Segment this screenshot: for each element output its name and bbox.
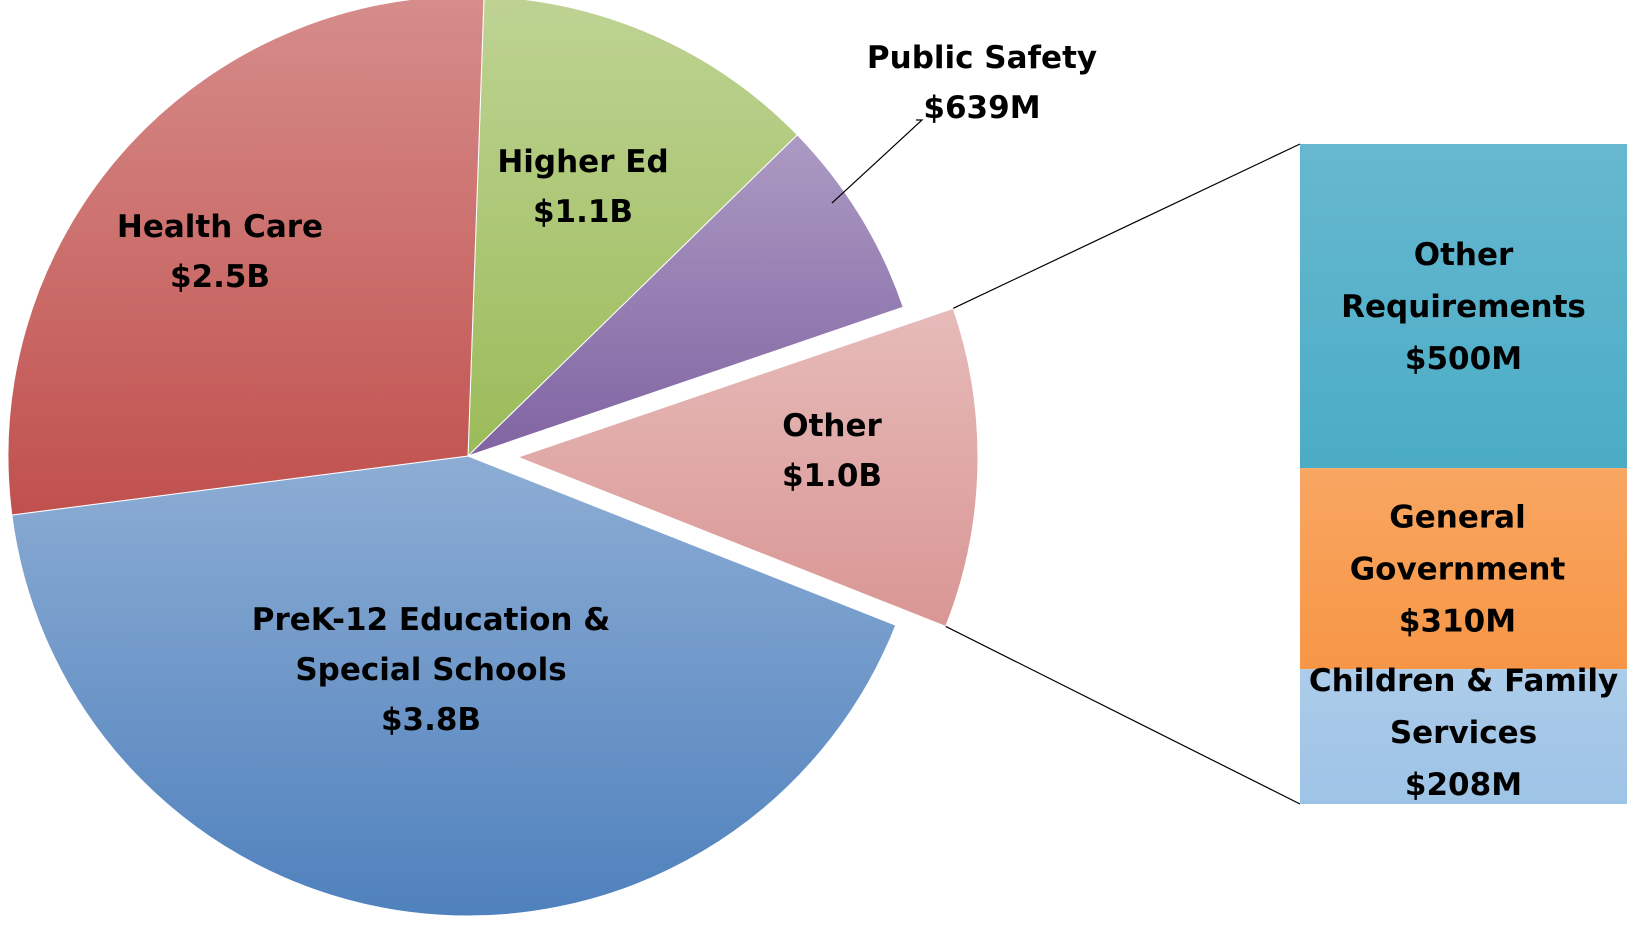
pie-slice-other [516, 307, 979, 628]
connector-line-top [952, 143, 1301, 309]
breakdown-segment-other-requirements-500m [1300, 144, 1627, 469]
data-label-health-care: Health Care $2.5B [117, 209, 323, 295]
pie-slice-prek-12-education [11, 455, 897, 917]
breakdown-label-general: General Government $310M [1350, 500, 1566, 640]
leader-line-public-safety [831, 119, 924, 204]
pie-slice-public-safety [467, 134, 904, 457]
pie-slices [7, 0, 979, 917]
breakdown-label-children-family: Children & Family Services $208M [1309, 663, 1618, 803]
data-label-public-safety: Public Safety $639M [867, 40, 1097, 126]
breakdown-bar [1300, 144, 1627, 804]
breakdown-segment-children-family-services-208m [1300, 669, 1627, 804]
pie-slice-higher-ed [467, 0, 799, 458]
pie-slice-health-care [7, 0, 485, 516]
data-label-higher-ed: Higher Ed $1.1B [497, 144, 668, 230]
connector-lines [945, 143, 1301, 805]
data-labels: Higher Ed $1.1B Public Safety $639M Other $1.… [117, 40, 1618, 803]
breakdown-segment-general-government-310m [1300, 468, 1627, 670]
data-label-other: Other $1.0B [782, 408, 883, 494]
connector-line-bottom [945, 625, 1301, 805]
breakdown-label-other: Other Requirements $500M [1341, 237, 1586, 377]
data-label-prek-12-education: PreK-12 Education & Special Schools $3.8B [252, 602, 611, 738]
